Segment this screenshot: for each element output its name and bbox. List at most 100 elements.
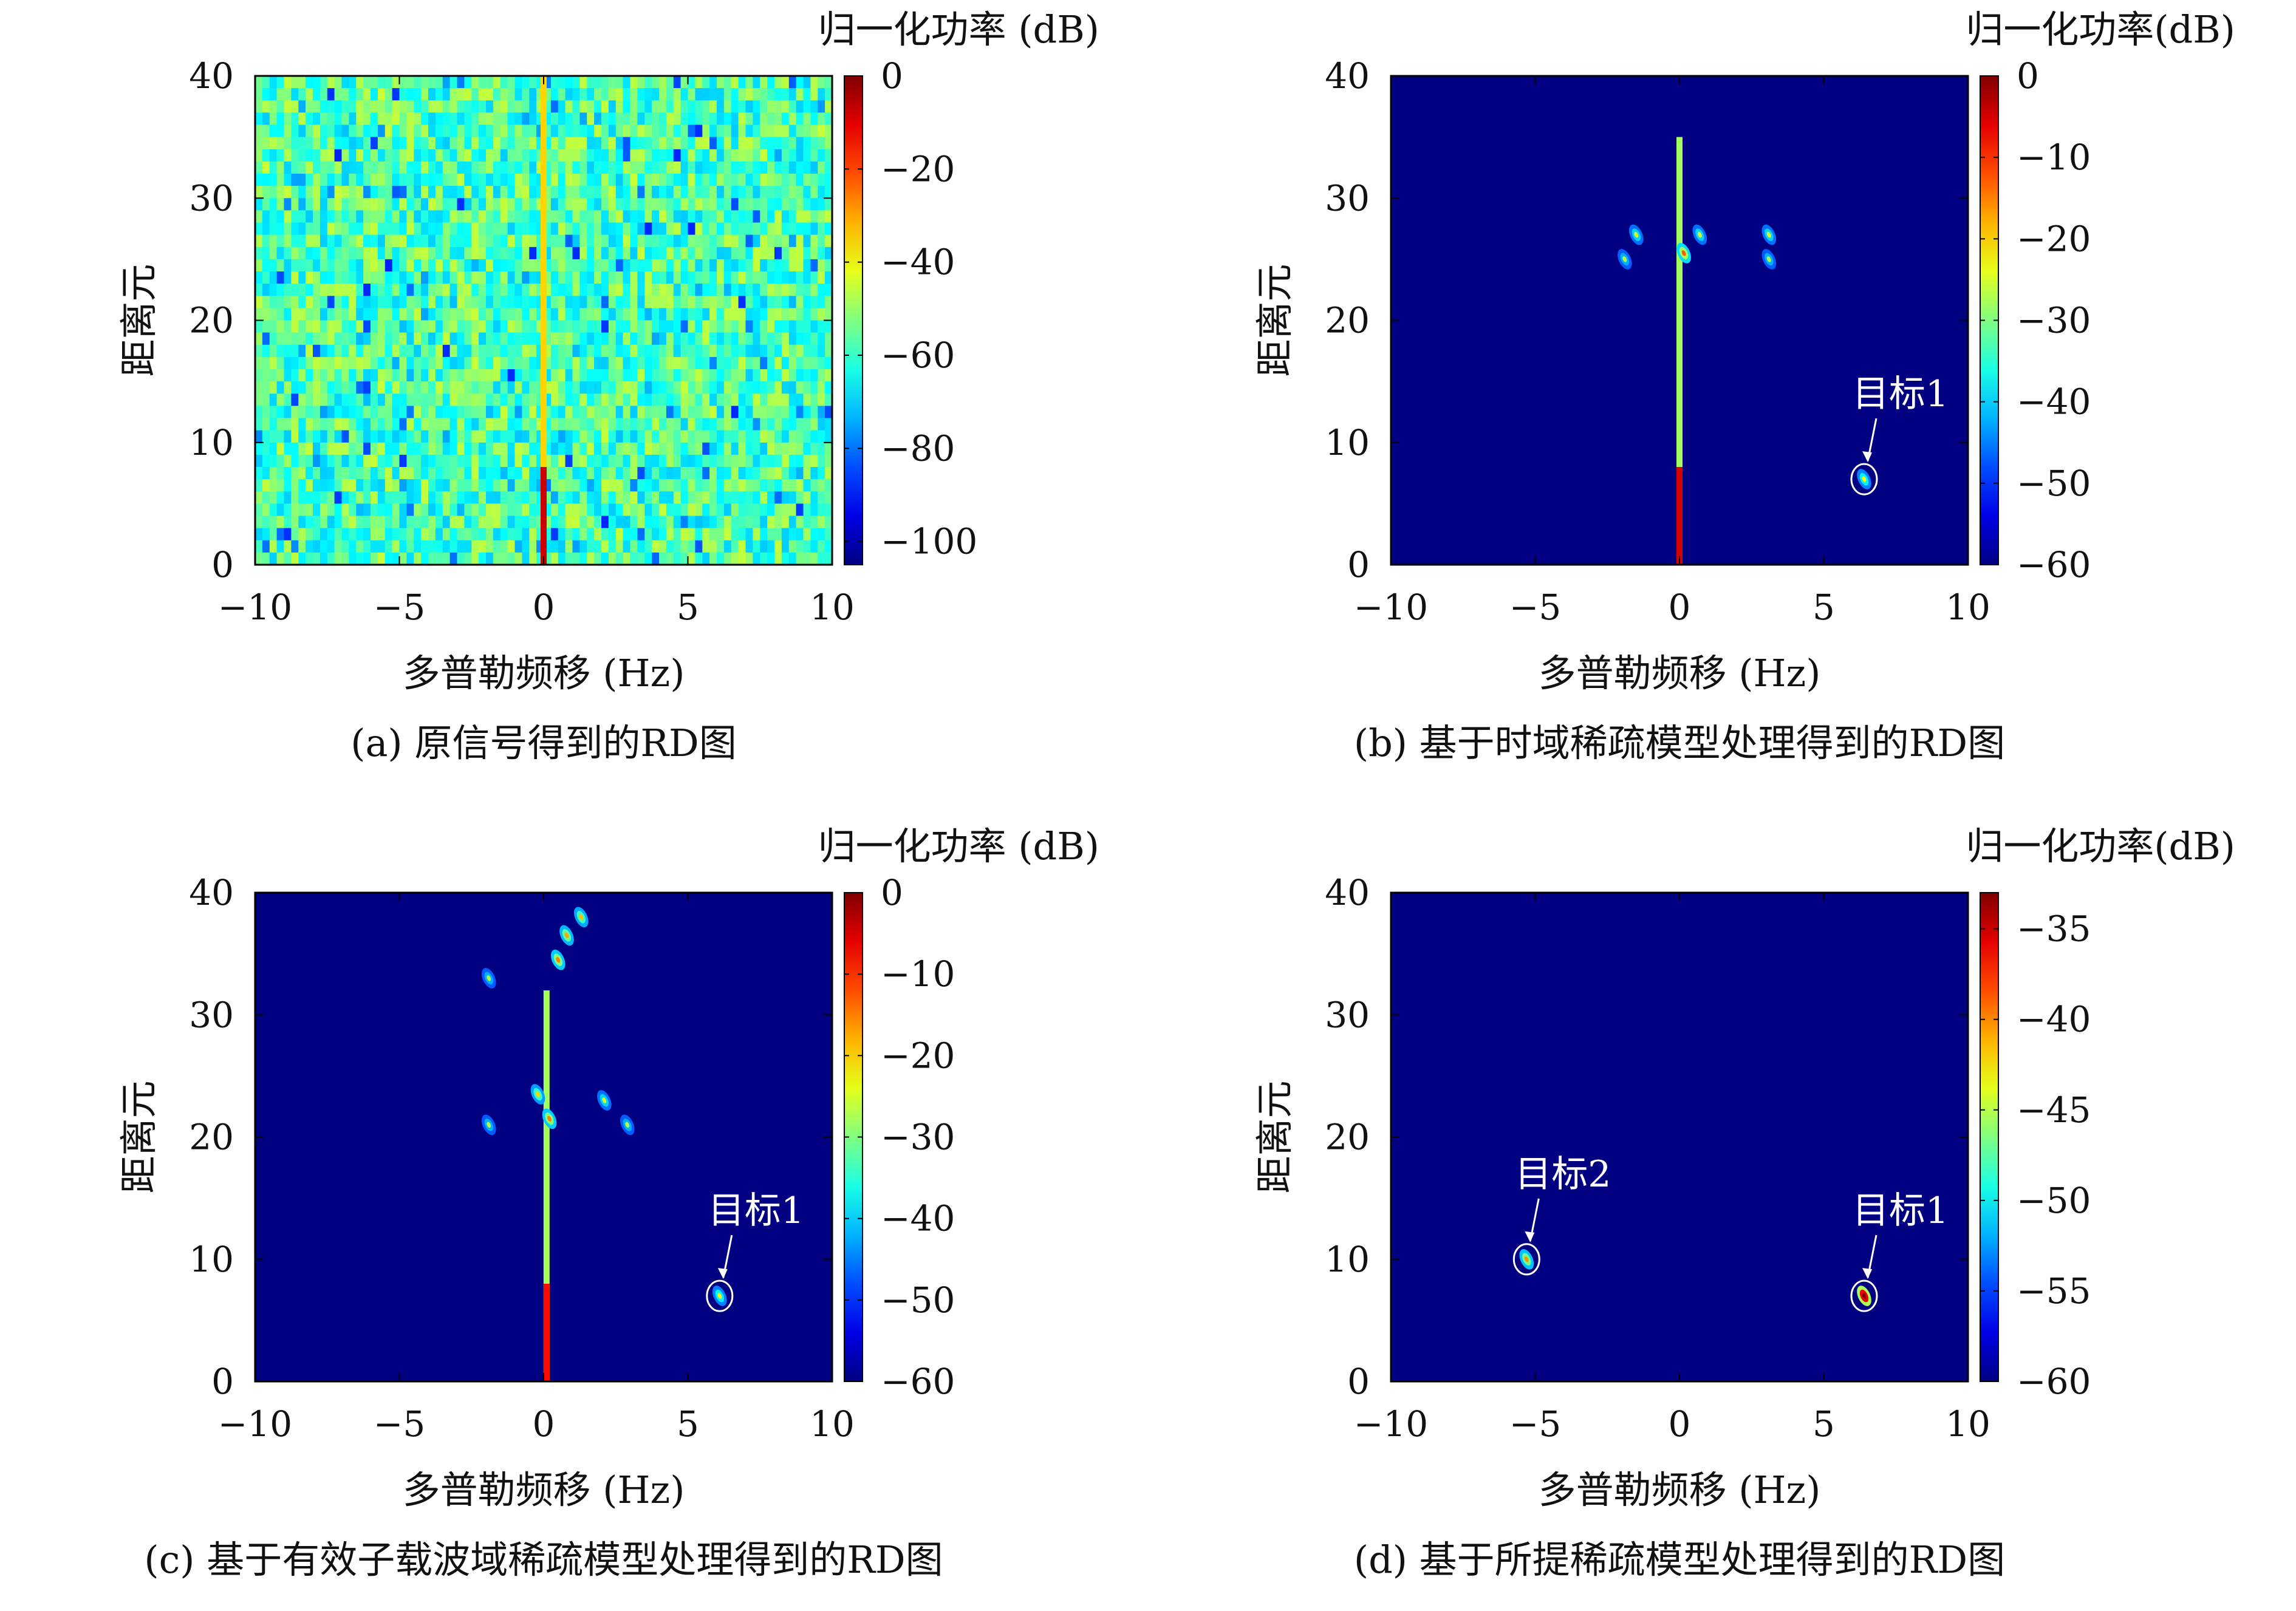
heatmap-cell: [558, 186, 566, 199]
heatmap-cell: [255, 491, 263, 504]
heatmap-cell: [334, 479, 343, 492]
heatmap-cell: [334, 430, 343, 443]
heatmap-cell: [493, 308, 501, 321]
heatmap-cell: [514, 528, 522, 541]
heatmap-cell: [702, 344, 710, 358]
heatmap-cell: [637, 161, 645, 174]
heatmap-cell: [313, 442, 321, 455]
heatmap-cell: [399, 284, 407, 296]
heatmap-cell: [695, 503, 703, 517]
heatmap-cell: [269, 234, 278, 248]
heatmap-cell: [803, 137, 811, 150]
heatmap-cell: [377, 430, 386, 443]
heatmap-cell: [341, 210, 349, 223]
heatmap-cell: [486, 186, 494, 199]
heatmap-cell: [399, 161, 407, 174]
heatmap-cell: [457, 491, 465, 504]
heatmap-cell: [644, 308, 652, 321]
heatmap-cell: [276, 76, 285, 89]
heatmap-cell: [680, 210, 689, 223]
heatmap-cell: [652, 88, 660, 101]
heatmap-cell: [384, 332, 393, 346]
heatmap-cell: [371, 247, 378, 260]
heatmap-cell: [745, 210, 753, 223]
heatmap-cell: [608, 406, 617, 419]
heatmap-cell: [493, 369, 501, 382]
heatmap-cell: [406, 467, 414, 480]
heatmap-cell: [349, 161, 357, 174]
heatmap-cell: [363, 406, 371, 419]
heatmap-cell: [723, 356, 732, 370]
heatmap-cell: [601, 174, 609, 186]
heatmap-cell: [371, 332, 378, 346]
heatmap-cell: [428, 540, 436, 553]
heatmap-cell: [572, 137, 580, 150]
heatmap-cell: [464, 442, 472, 455]
heatmap-cell: [377, 198, 386, 211]
heatmap-cell: [428, 503, 436, 517]
heatmap-cell: [594, 308, 602, 321]
heatmap-cell: [486, 222, 494, 236]
heatmap-cell: [421, 198, 429, 211]
heatmap-cell: [507, 418, 516, 431]
heatmap-cell: [615, 467, 624, 480]
heatmap-cell: [723, 296, 732, 308]
heatmap-cell: [464, 540, 472, 553]
heatmap-cell: [500, 356, 508, 370]
heatmap-cell: [414, 491, 422, 504]
heatmap-cell: [479, 442, 487, 455]
heatmap-cell: [522, 296, 530, 308]
heatmap-cell: [731, 344, 739, 358]
heatmap-cell: [406, 100, 414, 113]
heatmap-cell: [644, 393, 652, 406]
heatmap-cell: [652, 503, 660, 517]
heatmap-cell: [486, 369, 494, 382]
heatmap-cell: [262, 76, 270, 89]
heatmap-cell: [594, 296, 602, 308]
heatmap-cell: [319, 528, 328, 541]
heatmap-cell: [723, 381, 732, 394]
heatmap-cell: [255, 503, 263, 517]
heatmap-cell: [644, 491, 652, 504]
heatmap-cell: [723, 479, 732, 492]
heatmap-cell: [269, 467, 278, 480]
heatmap-cell: [688, 308, 695, 321]
heatmap-cell: [479, 418, 487, 431]
heatmap-cell: [659, 296, 667, 308]
heatmap-cell: [428, 234, 436, 248]
heatmap-cell: [753, 198, 760, 211]
heatmap-cell: [479, 112, 487, 126]
heatmap-cell: [421, 174, 429, 186]
heatmap-cell: [788, 332, 797, 346]
heatmap-cell: [471, 76, 479, 89]
heatmap-cell: [255, 540, 263, 553]
heatmap-cell: [796, 112, 804, 126]
heatmap-cell: [666, 210, 674, 223]
heatmap-cell: [284, 222, 292, 236]
heatmap-cell: [349, 234, 357, 248]
heatmap-cell: [644, 88, 652, 101]
heatmap-cell: [457, 332, 465, 346]
heatmap-cell: [334, 418, 343, 431]
heatmap-cell: [421, 137, 429, 150]
heatmap-cell: [392, 516, 400, 529]
heatmap-cell: [572, 381, 580, 394]
heatmap-cell: [327, 161, 335, 174]
heatmap-cell: [371, 369, 378, 382]
heatmap-cell: [319, 124, 328, 138]
heatmap-cell: [414, 369, 422, 382]
heatmap-cell: [457, 308, 465, 321]
heatmap-cell: [522, 393, 530, 406]
heatmap-cell: [442, 88, 451, 101]
heatmap-cell: [291, 393, 299, 406]
heatmap-cell: [291, 174, 299, 186]
heatmap-cell: [529, 491, 537, 504]
heatmap-cell: [810, 186, 818, 199]
colorbar-tick-label: −20: [881, 148, 955, 189]
heatmap-cell: [637, 308, 645, 321]
heatmap-cell: [377, 112, 386, 126]
heatmap-cell: [428, 210, 436, 223]
heatmap-cell: [500, 100, 508, 113]
heatmap-cell: [371, 308, 378, 321]
heatmap-cell: [428, 454, 436, 468]
